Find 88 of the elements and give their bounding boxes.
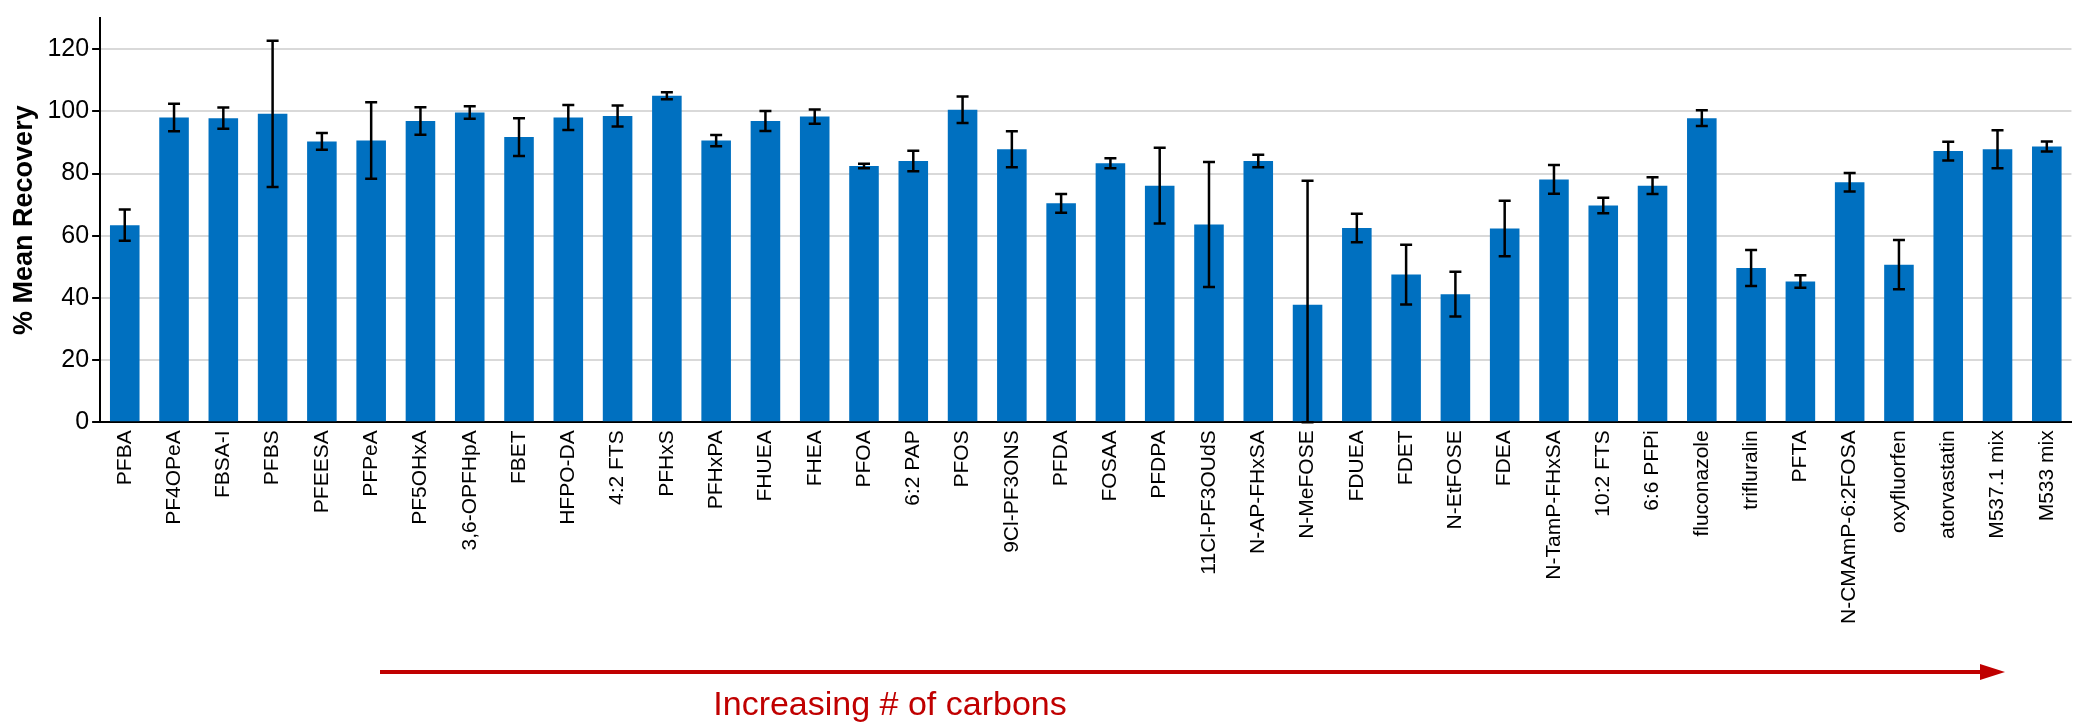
- bar: [504, 137, 534, 422]
- bar: [1342, 227, 1372, 422]
- x-tick-label: PFDPA: [1146, 430, 1170, 499]
- bar: [652, 95, 682, 422]
- x-tick-label: 11Cl-PF3OUdS: [1195, 430, 1219, 575]
- x-tick-label: N-AP-FHxSA: [1245, 430, 1269, 554]
- bar: [208, 118, 239, 422]
- bar: [1982, 149, 2013, 422]
- y-tick-label: 120: [47, 32, 90, 61]
- x-tick-label: 6:6 PFPi: [1639, 430, 1663, 511]
- x-tick-label: FOSAA: [1097, 430, 1121, 502]
- x-tick-label: fluconazole: [1688, 430, 1712, 537]
- bar: [405, 120, 436, 422]
- bar: [1243, 161, 1274, 422]
- x-tick-label: PFBS: [259, 430, 283, 486]
- x-tick-label: N-MeFOSE: [1294, 430, 1318, 539]
- x-tick-label: FHUEA: [752, 430, 776, 502]
- bar: [1194, 224, 1224, 422]
- x-tick-label: 3,6-OPFHpA: [456, 430, 480, 551]
- x-tick-label: atorvastatin: [1935, 430, 1959, 539]
- bar: [1637, 185, 1668, 422]
- y-tick-label: 0: [75, 406, 90, 435]
- x-tick-label: 9Cl-PF3ONS: [998, 430, 1022, 553]
- bar: [1884, 264, 1914, 422]
- y-tick-label: 60: [61, 219, 90, 248]
- x-tick-label: M537.1 mix: [1984, 429, 2008, 539]
- bar: [799, 116, 830, 422]
- y-tick-label: 40: [61, 281, 90, 310]
- bar: [849, 166, 879, 422]
- x-tick-label: N-TamP-FHxSA: [1540, 430, 1564, 580]
- x-tick-label: M533 mix: [2033, 429, 2057, 522]
- bar: [1539, 179, 1569, 422]
- bar: [257, 113, 288, 422]
- x-tick-label: FDET: [1392, 430, 1416, 486]
- x-tick-label: 4:2 FTS: [604, 430, 628, 506]
- bar: [997, 149, 1027, 422]
- bar: [2032, 146, 2062, 422]
- x-tick-label: N-EtFOSE: [1442, 430, 1466, 530]
- x-tick-label: PFOS: [949, 430, 973, 488]
- bar: [159, 117, 189, 422]
- bar: [1687, 118, 1717, 422]
- x-tick-label: N-CMAmP-6:2FOSA: [1836, 430, 1860, 624]
- x-tick-label: 10:2 FTS: [1590, 430, 1614, 517]
- bar: [356, 140, 386, 422]
- x-tick-label: HFPO-DA: [555, 430, 579, 525]
- bar: [701, 140, 731, 422]
- x-tick-label: FHEA: [801, 430, 825, 487]
- bar: [602, 115, 633, 422]
- bar: [898, 161, 929, 422]
- y-tick-label: 100: [47, 95, 90, 124]
- bar: [1440, 294, 1471, 422]
- bar: [1095, 163, 1126, 422]
- x-tick-label: oxyfluorfen: [1885, 430, 1909, 534]
- bar: [1834, 182, 1865, 422]
- bar: [1391, 274, 1421, 422]
- x-tick-label: PFBA: [111, 430, 135, 486]
- x-tick-label: PFHxS: [653, 430, 677, 497]
- bar: [947, 109, 978, 422]
- x-tick-label: FDEA: [1491, 430, 1515, 487]
- x-tick-label: FBET: [505, 430, 529, 484]
- bar: [1046, 203, 1076, 422]
- bar: [1588, 205, 1619, 422]
- bar: [307, 141, 337, 422]
- x-tick-label: PFDA: [1047, 430, 1071, 487]
- bar: [1489, 228, 1520, 422]
- x-tick-label: FBSA-I: [210, 430, 234, 498]
- x-tick-label: PFTA: [1787, 430, 1811, 483]
- x-tick-label: PFPeA: [357, 430, 381, 497]
- x-tick-label: trifluralin: [1737, 430, 1761, 510]
- x-tick-label: 6:2 PAP: [900, 430, 924, 506]
- bar: [1785, 281, 1816, 422]
- x-tick-label: PF5OHxA: [407, 430, 431, 525]
- bar: [553, 117, 584, 422]
- text: Increasing # of carbons: [713, 684, 1067, 723]
- bar: [1144, 185, 1175, 422]
- x-tick-label: PF4OPeA: [160, 430, 184, 525]
- y-tick-label: 20: [61, 344, 90, 372]
- x-tick-label: PFOA: [850, 430, 874, 488]
- bar: [454, 112, 485, 422]
- bar: [750, 120, 781, 422]
- bar: [109, 225, 140, 422]
- y-axis-title: % Mean Recovery: [7, 105, 38, 335]
- bar: [1933, 151, 1964, 422]
- x-tick-label: FDUEA: [1343, 430, 1367, 502]
- x-tick-label: PFHxPA: [702, 430, 726, 510]
- bar: [1736, 268, 1766, 422]
- x-tick-label: PFEESA: [308, 430, 332, 514]
- y-tick-label: 80: [61, 157, 90, 186]
